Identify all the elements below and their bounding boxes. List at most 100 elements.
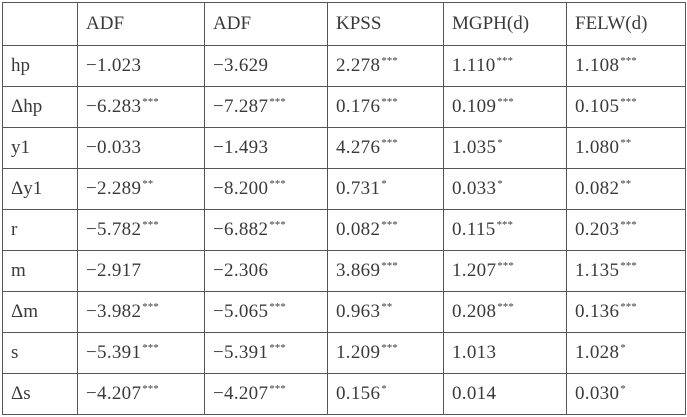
table-cell: −1.023 xyxy=(77,45,205,87)
cell-value: 0.963 xyxy=(336,301,381,322)
table-cell: 0.082** xyxy=(566,168,686,210)
table-cell: −5.391*** xyxy=(77,332,205,374)
table-row: m −2.917 −2.306 3.869*** 1.207*** 1.135*** xyxy=(2,250,686,292)
table-row: Δm −3.982*** −5.065*** 0.963** 0.208*** 0.136… xyxy=(2,291,686,333)
table-cell: 0.176*** xyxy=(327,86,444,128)
significance-stars: * xyxy=(381,178,387,190)
table-row: hp −1.023 −3.629 2.278*** 1.110*** 1.108*** xyxy=(2,45,686,87)
cell-value: −2.289 xyxy=(86,178,142,199)
cell-value: 1.035 xyxy=(452,137,497,158)
cell-value: 0.030 xyxy=(575,383,620,404)
row-label: m xyxy=(2,250,78,292)
significance-stars: *** xyxy=(620,301,637,313)
table-cell: 0.082*** xyxy=(327,209,444,251)
cell-value: −2.306 xyxy=(213,260,269,281)
table-cell: 0.109*** xyxy=(443,86,567,128)
cell-value: 2.278 xyxy=(336,55,381,76)
cell-value: 0.105 xyxy=(575,96,620,117)
cell-value: −4.207 xyxy=(86,383,142,404)
header-cell-corner xyxy=(2,2,78,46)
table-row: r −5.782*** −6.882*** 0.082*** 0.115*** 0.203… xyxy=(2,209,686,251)
table-cell: 0.203*** xyxy=(566,209,686,251)
cell-value: −5.065 xyxy=(213,301,269,322)
cell-value: 0.203 xyxy=(575,219,620,240)
table-cell: −2.289** xyxy=(77,168,205,210)
cell-value: 0.731 xyxy=(336,178,381,199)
table-cell: −5.782*** xyxy=(77,209,205,251)
table-cell: 0.115*** xyxy=(443,209,567,251)
cell-value: −1.493 xyxy=(213,137,269,158)
table-cell: 4.276*** xyxy=(327,127,444,169)
significance-stars: *** xyxy=(142,383,159,395)
significance-stars: *** xyxy=(496,219,514,231)
cell-value: 0.033 xyxy=(452,178,497,199)
cell-value: 1.013 xyxy=(452,342,497,363)
significance-stars: *** xyxy=(381,55,398,67)
significance-stars: * xyxy=(497,137,503,149)
table-cell: −0.033 xyxy=(77,127,205,169)
cell-value: −7.287 xyxy=(213,96,269,117)
significance-stars: ** xyxy=(620,178,632,190)
cell-value: −4.207 xyxy=(213,383,269,404)
significance-stars: *** xyxy=(497,96,514,108)
cell-value: 0.136 xyxy=(575,301,620,322)
cell-value: −5.782 xyxy=(86,219,142,240)
significance-stars: *** xyxy=(620,55,637,67)
header-cell-felw: FELW(d) xyxy=(566,2,686,46)
table-body: hp −1.023 −3.629 2.278*** 1.110*** 1.108*** Δh… xyxy=(2,45,686,415)
table-cell: 1.013 xyxy=(443,332,567,374)
cell-value: −6.283 xyxy=(86,96,142,117)
cell-value: −3.629 xyxy=(213,55,269,76)
cell-value: −5.391 xyxy=(213,342,269,363)
significance-stars: *** xyxy=(381,342,398,354)
table-cell: −8.200*** xyxy=(204,168,328,210)
significance-stars: * xyxy=(381,383,387,395)
header-cell-adf-2: ADF xyxy=(204,2,328,46)
table-cell: −3.982*** xyxy=(77,291,205,333)
table-cell: −2.917 xyxy=(77,250,205,292)
table-cell: 1.207*** xyxy=(443,250,567,292)
cell-value: 1.108 xyxy=(575,55,620,76)
table-cell: −5.065*** xyxy=(204,291,328,333)
cell-value: 0.082 xyxy=(575,178,620,199)
cell-value: 4.276 xyxy=(336,137,381,158)
significance-stars: *** xyxy=(142,219,159,231)
table-cell: 1.080** xyxy=(566,127,686,169)
table-cell: −7.287*** xyxy=(204,86,328,128)
cell-value: 0.109 xyxy=(452,96,497,117)
header-cell-mgph: MGPH(d) xyxy=(443,2,567,46)
table-cell: 1.108*** xyxy=(566,45,686,87)
table-row: Δs −4.207*** −4.207*** 0.156* 0.014 0.030* xyxy=(2,373,686,415)
significance-stars: *** xyxy=(620,96,637,108)
table-cell: −1.493 xyxy=(204,127,328,169)
row-label: y1 xyxy=(2,127,78,169)
table-cell: 0.963** xyxy=(327,291,444,333)
significance-stars: *** xyxy=(142,342,159,354)
significance-stars: ** xyxy=(142,178,154,190)
row-label: s xyxy=(2,332,78,374)
significance-stars: *** xyxy=(497,260,514,272)
row-label: Δm xyxy=(2,291,78,333)
significance-stars: *** xyxy=(381,137,398,149)
row-label: Δy1 xyxy=(2,168,78,210)
header-cell-kpss: KPSS xyxy=(327,2,444,46)
significance-stars: *** xyxy=(269,342,286,354)
cell-value: 3.869 xyxy=(336,260,381,281)
significance-stars: *** xyxy=(620,260,637,272)
table-cell: −6.882*** xyxy=(204,209,328,251)
row-label: Δs xyxy=(2,373,78,415)
cell-value: 0.115 xyxy=(452,219,496,240)
cell-value: −0.033 xyxy=(86,137,142,158)
cell-value: 0.082 xyxy=(336,219,381,240)
cell-value: −3.982 xyxy=(86,301,142,322)
table-cell: 1.209*** xyxy=(327,332,444,374)
table-cell: −4.207*** xyxy=(77,373,205,415)
table-cell: 1.028* xyxy=(566,332,686,374)
table-cell: 0.014 xyxy=(443,373,567,415)
table-row: s −5.391*** −5.391*** 1.209*** 1.013 1.028* xyxy=(2,332,686,374)
significance-stars: * xyxy=(620,342,626,354)
cell-value: 0.014 xyxy=(452,383,497,404)
table-cell: −2.306 xyxy=(204,250,328,292)
table-cell: 0.731* xyxy=(327,168,444,210)
table-header: ADF ADF KPSS MGPH(d) FELW(d) xyxy=(2,2,686,46)
